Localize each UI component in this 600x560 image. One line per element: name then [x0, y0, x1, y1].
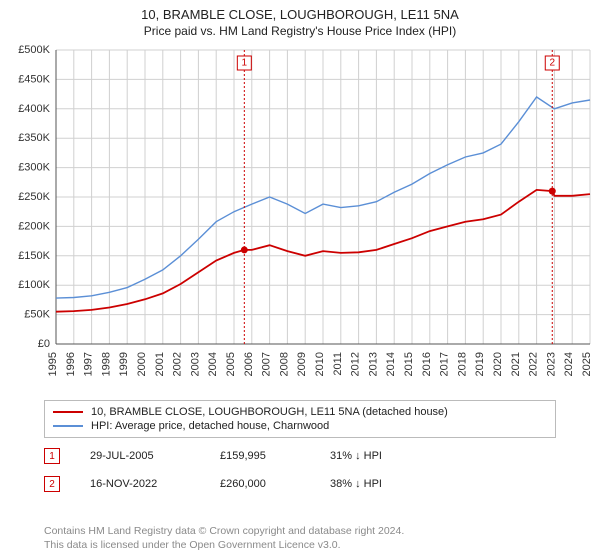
svg-text:£200K: £200K — [18, 220, 50, 232]
svg-text:2017: 2017 — [439, 352, 451, 376]
svg-text:1995: 1995 — [47, 352, 59, 376]
svg-text:1997: 1997 — [83, 352, 95, 376]
event-date: 16-NOV-2022 — [90, 478, 190, 490]
svg-text:1: 1 — [242, 58, 248, 69]
legend: 10, BRAMBLE CLOSE, LOUGHBOROUGH, LE11 5N… — [44, 400, 556, 438]
svg-text:2002: 2002 — [172, 352, 184, 376]
svg-text:£0: £0 — [38, 338, 50, 350]
legend-swatch — [53, 411, 83, 413]
svg-text:2003: 2003 — [189, 352, 201, 376]
svg-text:2: 2 — [549, 58, 555, 69]
svg-text:2019: 2019 — [474, 352, 486, 376]
svg-text:2014: 2014 — [385, 352, 397, 376]
footnote: Contains HM Land Registry data © Crown c… — [44, 524, 556, 552]
svg-text:£300K: £300K — [18, 162, 50, 174]
svg-text:2013: 2013 — [367, 352, 379, 376]
event-price: £260,000 — [220, 478, 300, 490]
event-table: 1 29-JUL-2005 £159,995 31% ↓ HPI 2 16-NO… — [44, 444, 556, 500]
svg-text:£500K: £500K — [18, 44, 50, 56]
svg-text:2018: 2018 — [456, 352, 468, 376]
svg-text:2009: 2009 — [296, 352, 308, 376]
legend-swatch — [53, 425, 83, 427]
event-pct: 38% ↓ HPI — [330, 478, 420, 490]
svg-text:2006: 2006 — [243, 352, 255, 376]
svg-text:2008: 2008 — [278, 352, 290, 376]
svg-text:2005: 2005 — [225, 352, 237, 376]
footnote-line: This data is licensed under the Open Gov… — [44, 538, 556, 552]
svg-text:2024: 2024 — [563, 352, 575, 376]
svg-text:1996: 1996 — [65, 352, 77, 376]
svg-text:2025: 2025 — [581, 352, 593, 376]
svg-text:2021: 2021 — [510, 352, 522, 376]
svg-text:2011: 2011 — [332, 352, 344, 376]
svg-text:2016: 2016 — [421, 352, 433, 376]
event-price: £159,995 — [220, 450, 300, 462]
svg-text:2023: 2023 — [545, 352, 557, 376]
svg-text:2012: 2012 — [350, 352, 362, 376]
svg-text:1998: 1998 — [100, 352, 112, 376]
svg-text:2007: 2007 — [261, 352, 273, 376]
legend-label: 10, BRAMBLE CLOSE, LOUGHBOROUGH, LE11 5N… — [91, 406, 448, 418]
event-row: 2 16-NOV-2022 £260,000 38% ↓ HPI — [44, 472, 556, 500]
legend-item: 10, BRAMBLE CLOSE, LOUGHBOROUGH, LE11 5N… — [53, 405, 547, 419]
event-badge: 1 — [44, 448, 60, 464]
chart-area: £0 £50K £100K £150K £200K £250K £300K £350K £400… — [0, 44, 600, 394]
svg-text:2000: 2000 — [136, 352, 148, 376]
svg-text:£400K: £400K — [18, 103, 50, 115]
svg-text:£50K: £50K — [24, 309, 50, 321]
svg-text:2022: 2022 — [528, 352, 540, 376]
svg-text:£450K: £450K — [18, 73, 50, 85]
legend-label: HPI: Average price, detached house, Char… — [91, 420, 329, 432]
svg-text:£100K: £100K — [18, 279, 50, 291]
svg-text:2020: 2020 — [492, 352, 504, 376]
footnote-line: Contains HM Land Registry data © Crown c… — [44, 524, 556, 538]
svg-text:£350K: £350K — [18, 132, 50, 144]
svg-text:2001: 2001 — [154, 352, 166, 376]
legend-item: HPI: Average price, detached house, Char… — [53, 419, 547, 433]
line-chart: £0 £50K £100K £150K £200K £250K £300K £350K £400… — [0, 44, 600, 394]
event-badge: 2 — [44, 476, 60, 492]
event-row: 1 29-JUL-2005 £159,995 31% ↓ HPI — [44, 444, 556, 472]
event-pct: 31% ↓ HPI — [330, 450, 420, 462]
page-title: 10, BRAMBLE CLOSE, LOUGHBOROUGH, LE11 5N… — [0, 0, 600, 24]
svg-text:£250K: £250K — [18, 191, 50, 203]
svg-text:2010: 2010 — [314, 352, 326, 376]
event-date: 29-JUL-2005 — [90, 450, 190, 462]
page-subtitle: Price paid vs. HM Land Registry's House … — [0, 24, 600, 42]
svg-text:1999: 1999 — [118, 352, 130, 376]
svg-text:2004: 2004 — [207, 352, 219, 376]
svg-text:£150K: £150K — [18, 250, 50, 262]
svg-text:2015: 2015 — [403, 352, 415, 376]
